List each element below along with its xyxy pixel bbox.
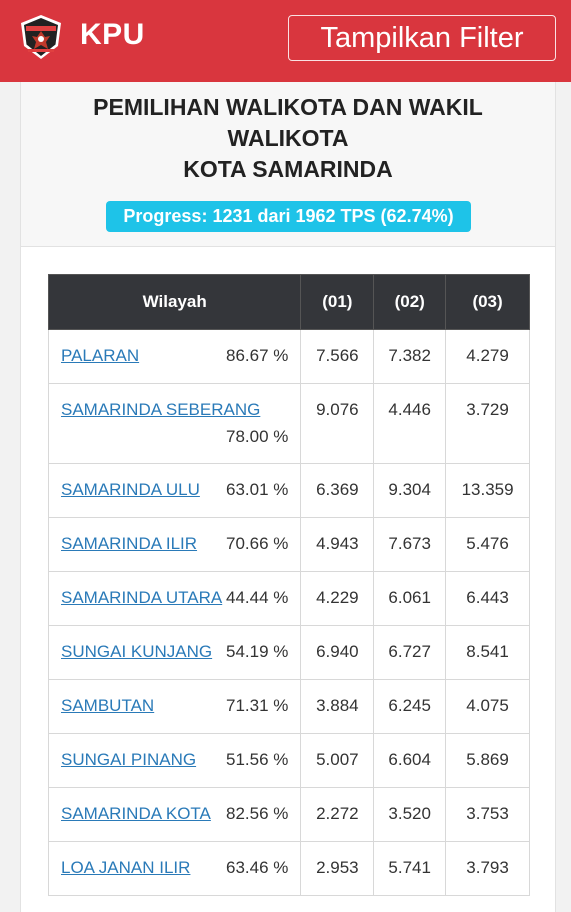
wilayah-link[interactable]: SAMARINDA KOTA: [61, 804, 211, 823]
brand-title: KPU: [80, 18, 145, 51]
votes-01: 5.007: [300, 733, 375, 788]
votes-03: 3.729: [445, 383, 530, 464]
progress-percent: 54.19 %: [226, 642, 289, 661]
kpu-logo-icon[interactable]: [16, 12, 66, 62]
wilayah-cell: SAMARINDA ULU 63.01 %: [47, 463, 302, 518]
wilayah-link[interactable]: SUNGAI PINANG: [61, 750, 197, 769]
wilayah-cell: SAMARINDA KOTA 82.56 %: [47, 787, 302, 842]
progress-percent: 63.46 %: [226, 858, 289, 877]
votes-02: 7.673: [373, 517, 447, 572]
wilayah-link[interactable]: SAMARINDA UTARA: [61, 588, 223, 607]
table-row: LOA JANAN ILIR 63.46 % 2.953 5.741 3.793: [47, 841, 530, 896]
votes-03: 5.869: [445, 733, 530, 788]
table-row: SAMARINDA SEBERANG 78.00 % 9.076 4.446 3.…: [47, 383, 530, 464]
results-table: Wilayah (01) (02) (03) PALARAN 86.67 % 7.…: [47, 274, 530, 896]
votes-02: 7.382: [373, 329, 447, 384]
progress-percent: 78.00 %: [226, 427, 289, 446]
wilayah-link[interactable]: PALARAN: [61, 346, 140, 365]
votes-03: 6.443: [445, 571, 530, 626]
wilayah-link[interactable]: SAMBUTAN: [61, 696, 155, 715]
votes-02: 4.446: [373, 383, 447, 464]
votes-01: 2.272: [300, 787, 375, 842]
votes-02: 6.245: [373, 679, 447, 734]
table-row: PALARAN 86.67 % 7.566 7.382 4.279: [47, 329, 530, 384]
votes-01: 4.229: [300, 571, 375, 626]
votes-02: 6.727: [373, 625, 447, 680]
header-wilayah: Wilayah: [47, 274, 302, 330]
votes-03: 4.075: [445, 679, 530, 734]
votes-01: 2.953: [300, 841, 375, 896]
wilayah-cell: SUNGAI PINANG 51.56 %: [47, 733, 302, 788]
table-row: SAMBUTAN 71.31 % 3.884 6.245 4.075: [47, 679, 530, 734]
wilayah-cell: SAMARINDA SEBERANG 78.00 %: [47, 383, 302, 464]
progress-percent: 63.01 %: [226, 480, 289, 499]
votes-01: 9.076: [300, 383, 375, 464]
votes-02: 6.061: [373, 571, 447, 626]
table-row: SUNGAI PINANG 51.56 % 5.007 6.604 5.869: [47, 733, 530, 788]
progress-percent: 82.56 %: [226, 804, 289, 823]
progress-percent: 70.66 %: [226, 534, 289, 553]
table-row: SAMARINDA KOTA 82.56 % 2.272 3.520 3.753: [47, 787, 530, 842]
votes-02: 3.520: [373, 787, 447, 842]
votes-01: 7.566: [300, 329, 375, 384]
votes-01: 6.369: [300, 463, 375, 518]
title-line-3: KOTA SAMARINDA: [183, 156, 393, 182]
votes-02: 5.741: [373, 841, 447, 896]
wilayah-link[interactable]: SAMARINDA ULU: [61, 480, 200, 499]
wilayah-link[interactable]: LOA JANAN ILIR: [61, 858, 191, 877]
votes-01: 6.940: [300, 625, 375, 680]
wilayah-cell: LOA JANAN ILIR 63.46 %: [47, 841, 302, 896]
wilayah-cell: SAMBUTAN 71.31 %: [47, 679, 302, 734]
header-candidate-01: (01): [300, 274, 375, 330]
wilayah-cell: SAMARINDA ILIR 70.66 %: [47, 517, 302, 572]
card-header: PEMILIHAN WALIKOTA DAN WAKIL WALIKOTA KO…: [21, 82, 555, 247]
progress-percent: 86.67 %: [226, 346, 289, 365]
wilayah-cell: SAMARINDA UTARA 44.44 %: [47, 571, 302, 626]
progress-percent: 44.44 %: [225, 588, 289, 608]
header-candidate-03: (03): [445, 274, 530, 330]
progress-badge: Progress: 1231 dari 1962 TPS (62.74%): [106, 201, 471, 232]
votes-03: 3.753: [445, 787, 530, 842]
wilayah-cell: SUNGAI KUNJANG 54.19 %: [47, 625, 302, 680]
header-candidate-02: (02): [373, 274, 447, 330]
table-row: SAMARINDA ILIR 70.66 % 4.943 7.673 5.476: [47, 517, 530, 572]
title-line-1: PEMILIHAN WALIKOTA DAN WAKIL: [93, 94, 483, 120]
table-row: SAMARINDA ULU 63.01 % 6.369 9.304 13.359: [47, 463, 530, 518]
votes-02: 9.304: [373, 463, 447, 518]
wilayah-cell: PALARAN 86.67 %: [47, 329, 302, 384]
title-line-2: WALIKOTA: [227, 125, 349, 151]
wilayah-link[interactable]: SAMARINDA ILIR: [61, 534, 198, 553]
filter-button[interactable]: Tampilkan Filter: [288, 15, 556, 61]
votes-03: 3.793: [445, 841, 530, 896]
votes-03: 13.359: [445, 463, 530, 518]
results-card: PEMILIHAN WALIKOTA DAN WAKIL WALIKOTA KO…: [20, 82, 556, 912]
votes-01: 4.943: [300, 517, 375, 572]
wilayah-link[interactable]: SUNGAI KUNJANG: [61, 642, 213, 661]
progress-percent: 71.31 %: [226, 696, 289, 715]
table-row: SAMARINDA UTARA 44.44 % 4.229 6.061 6.443: [47, 571, 530, 626]
wilayah-link[interactable]: SAMARINDA SEBERANG: [61, 400, 261, 419]
votes-01: 3.884: [300, 679, 375, 734]
page-title: PEMILIHAN WALIKOTA DAN WAKIL WALIKOTA KO…: [21, 92, 555, 185]
votes-03: 8.541: [445, 625, 530, 680]
votes-02: 6.604: [373, 733, 447, 788]
votes-03: 5.476: [445, 517, 530, 572]
progress-percent: 51.56 %: [226, 750, 289, 769]
votes-03: 4.279: [445, 329, 530, 384]
top-bar: KPU Tampilkan Filter: [0, 0, 571, 82]
table-header-row: Wilayah (01) (02) (03): [47, 274, 530, 330]
table-row: SUNGAI KUNJANG 54.19 % 6.940 6.727 8.541: [47, 625, 530, 680]
